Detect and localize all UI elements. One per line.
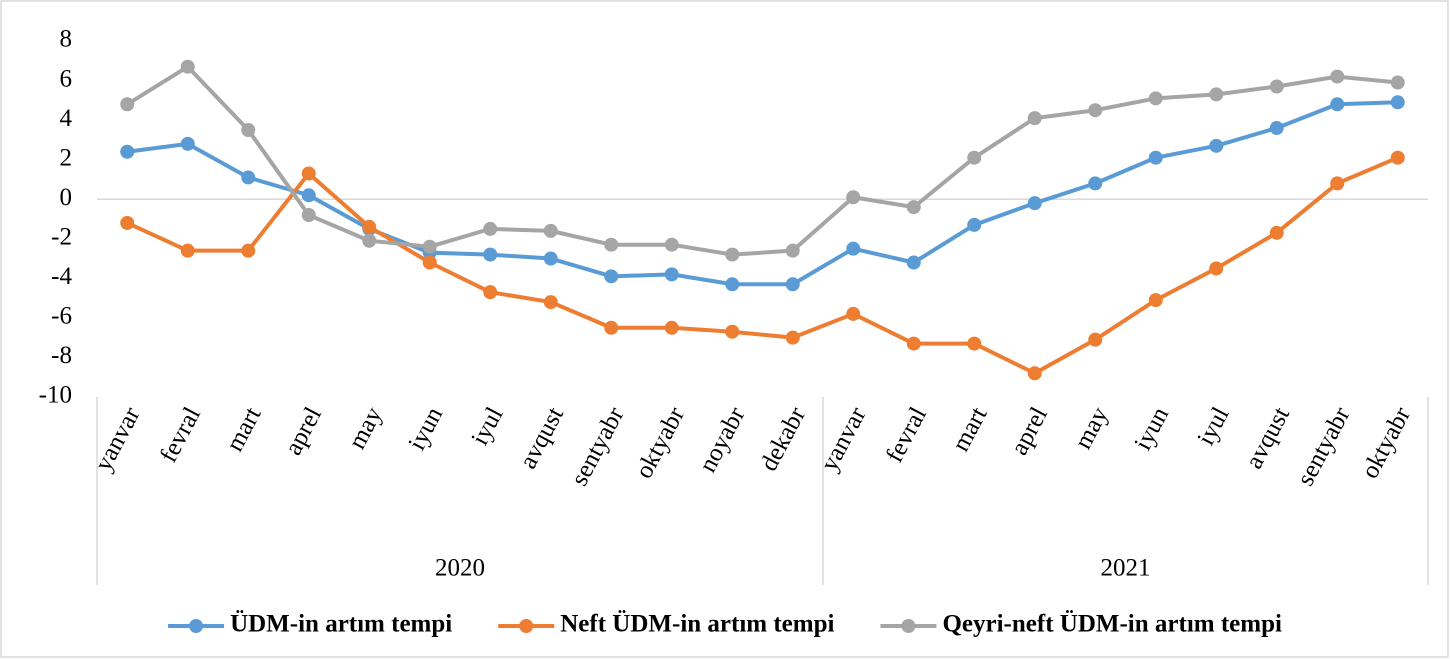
series-marker (846, 190, 861, 205)
series-marker (846, 241, 861, 256)
y-tick-label: 2 (60, 144, 73, 171)
y-tick-label: 0 (60, 184, 73, 211)
series-marker (1390, 75, 1405, 90)
series-line (126, 155, 1399, 376)
y-tick-label: 6 (60, 65, 73, 92)
series-marker (1088, 176, 1103, 191)
y-tick-label: 8 (60, 26, 73, 53)
series-marker (604, 269, 619, 284)
series-marker (301, 188, 316, 203)
y-tick-label: -8 (51, 342, 72, 369)
series-marker (422, 255, 437, 270)
y-tick-label: -2 (51, 224, 72, 251)
series-marker (1269, 121, 1284, 136)
series-marker (1027, 111, 1042, 126)
series-marker (967, 150, 982, 165)
series-marker (483, 221, 498, 236)
series-marker (1148, 150, 1163, 165)
group-label: 2020 (435, 555, 485, 582)
series-marker (120, 97, 135, 112)
series-marker (1330, 176, 1345, 191)
series-marker (604, 237, 619, 252)
series-marker (664, 267, 679, 282)
series-marker (604, 320, 619, 335)
series-marker (120, 215, 135, 230)
series-marker (1027, 366, 1042, 381)
series-marker (543, 223, 558, 238)
series-marker (301, 208, 316, 223)
legend-label: Qeyri-neft ÜDM-in artım tempi (942, 611, 1282, 638)
series-marker (906, 255, 921, 270)
legend-label: ÜDM-in artım tempi (230, 611, 452, 638)
legend-marker (901, 619, 916, 633)
series-marker (906, 200, 921, 215)
legend-marker (189, 619, 204, 633)
series-marker (846, 306, 861, 321)
series-marker (1088, 103, 1103, 118)
series-line (126, 64, 1398, 257)
series-marker (1269, 79, 1284, 94)
series-marker (967, 217, 982, 232)
series-marker (241, 123, 256, 137)
series-line (126, 100, 1398, 287)
series-marker (725, 247, 740, 262)
series-marker (362, 233, 377, 248)
series-marker (120, 144, 135, 159)
series-marker (1027, 196, 1042, 211)
series-marker (1148, 293, 1163, 308)
series-marker (785, 277, 800, 292)
series-marker (664, 237, 679, 252)
series-marker (725, 324, 740, 339)
series-marker (1330, 97, 1345, 112)
series-marker (1390, 95, 1405, 110)
series-marker (1088, 332, 1103, 347)
series-marker (483, 285, 498, 300)
y-tick-label: -4 (51, 263, 72, 290)
series-marker (1209, 138, 1224, 153)
series-marker (241, 243, 256, 258)
legend-marker (519, 619, 534, 633)
legend-label: Neft ÜDM-in artım tempi (560, 611, 834, 638)
series-marker (785, 330, 800, 345)
y-tick-label: -10 (39, 382, 72, 409)
series-marker (1148, 91, 1163, 106)
series-marker (180, 59, 195, 74)
series-marker (362, 219, 377, 234)
series-marker (1209, 261, 1224, 276)
series-marker (180, 136, 195, 151)
series-marker (483, 247, 498, 262)
series-marker (1269, 225, 1284, 240)
series-marker (967, 336, 982, 351)
series-marker (241, 170, 256, 185)
y-tick-label: 4 (60, 105, 73, 132)
series-marker (301, 166, 316, 181)
series-marker (1330, 69, 1345, 84)
series-marker (543, 295, 558, 310)
group-label: 2021 (1101, 555, 1151, 582)
series-marker (422, 239, 437, 254)
series-marker (180, 243, 195, 258)
series-marker (543, 251, 558, 266)
series-marker (1390, 150, 1405, 165)
series-marker (725, 277, 740, 292)
series-marker (906, 336, 921, 351)
series-marker (785, 243, 800, 258)
series-marker (1209, 87, 1224, 102)
series-marker (664, 320, 679, 335)
y-tick-label: -6 (51, 303, 72, 330)
